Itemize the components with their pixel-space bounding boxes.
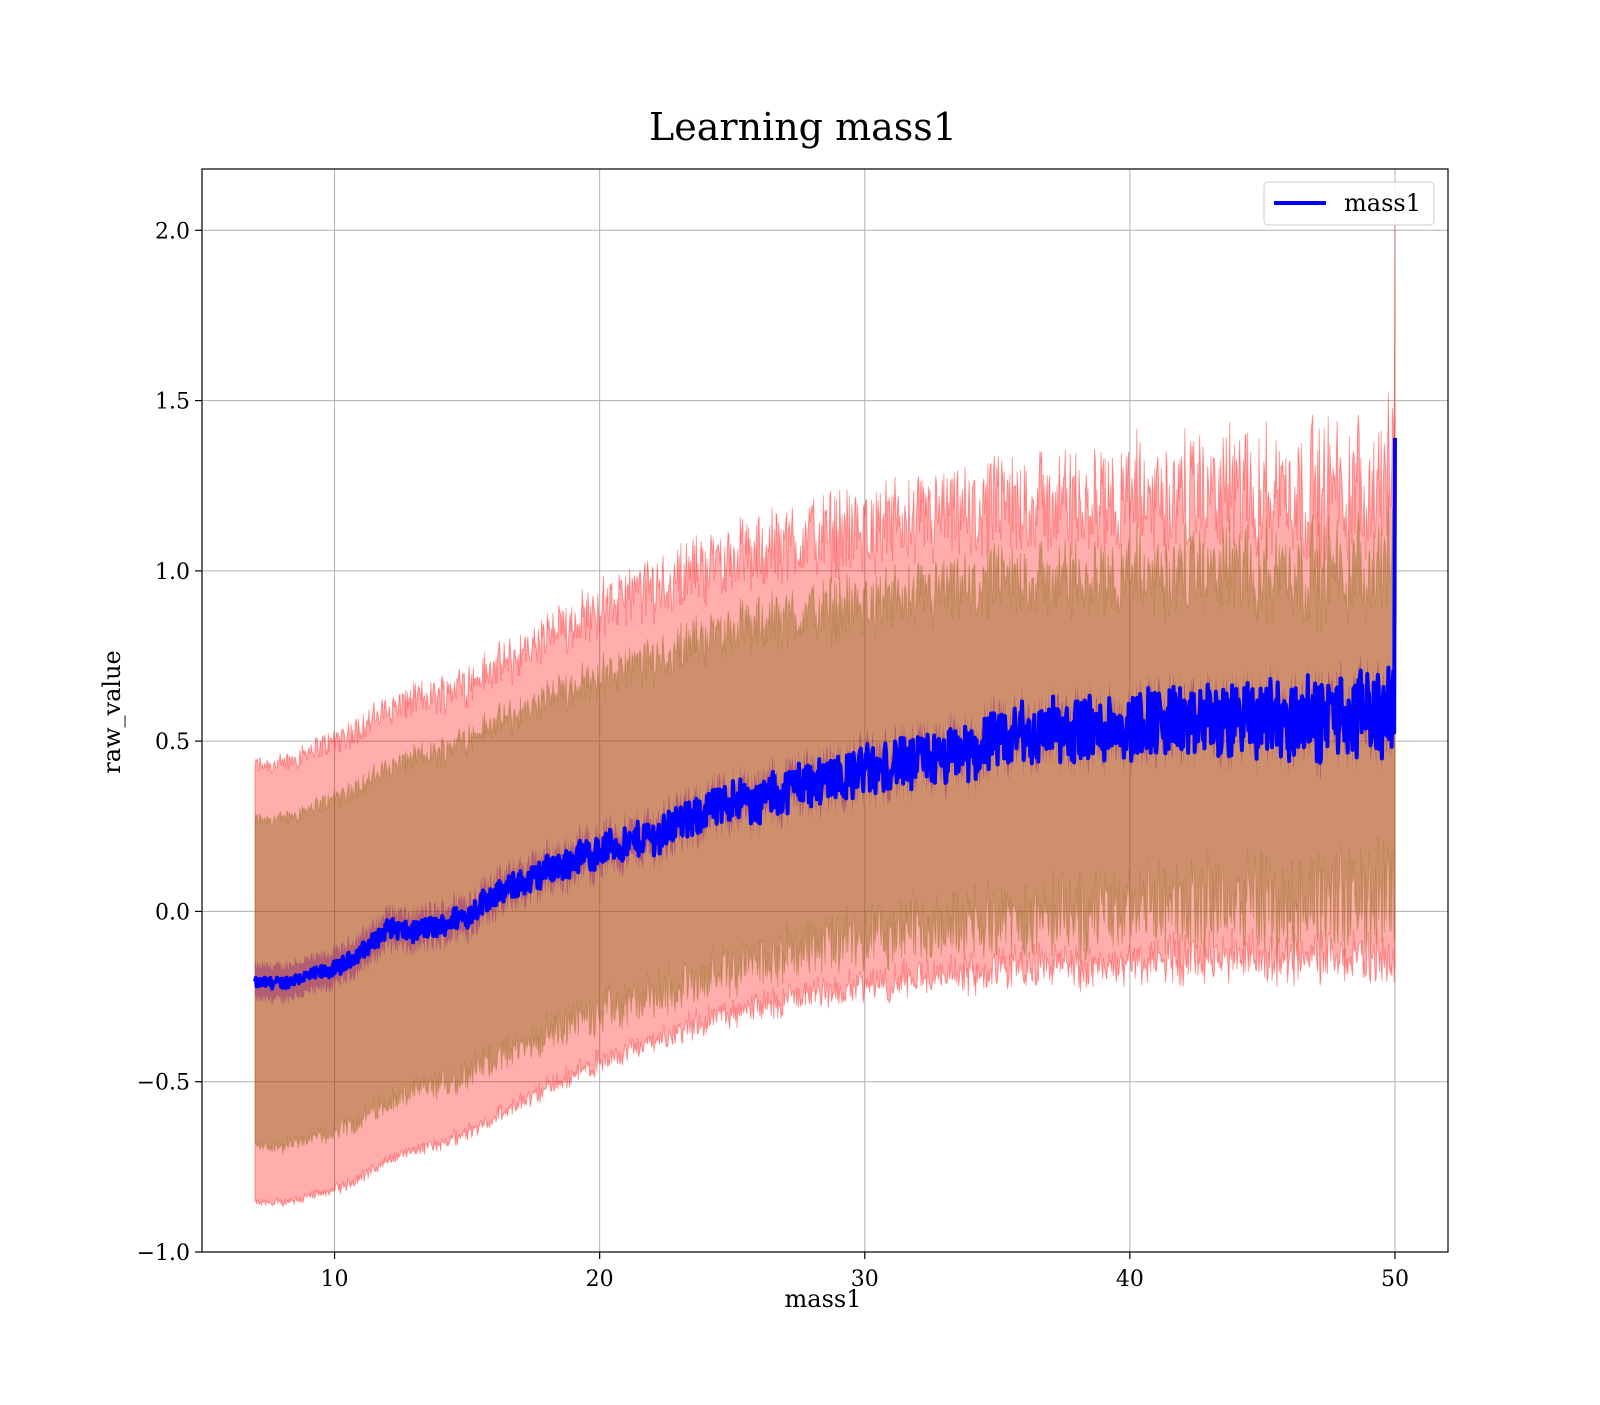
- y-tick-label: 0.5: [155, 730, 190, 755]
- legend-label: mass1: [1344, 189, 1421, 217]
- x-ticks: 10 20 30 40 50: [321, 1252, 1409, 1292]
- y-tick-label: −0.5: [137, 1071, 190, 1096]
- x-tick-label: 40: [1116, 1267, 1144, 1292]
- plot-frame: [201, 168, 1449, 1253]
- inner-uncertainty-band: [254, 417, 1396, 1155]
- y-tick-label: 1.0: [155, 560, 190, 585]
- y-tick-label: 0.0: [155, 900, 190, 925]
- y-ticks: −1.0 −0.5 0.0 0.5 1.0 1.5 2.0: [137, 219, 202, 1266]
- y-tick-label: −1.0: [137, 1241, 190, 1266]
- chart-title: Learning mass1: [649, 105, 957, 149]
- y-axis-label: raw_value: [98, 650, 126, 774]
- line-layer: [253, 438, 1397, 991]
- x-tick-label: 30: [851, 1267, 879, 1292]
- outer-uncertainty-band: [254, 223, 1396, 1208]
- x-tick-label: 50: [1381, 1267, 1409, 1292]
- y-tick-label: 1.5: [155, 390, 190, 415]
- series-line-mass1: [253, 438, 1397, 991]
- x-tick-label: 10: [321, 1267, 349, 1292]
- legend: mass1: [1263, 181, 1435, 226]
- legend-box: [1263, 181, 1435, 226]
- y-tick-label: 2.0: [155, 219, 190, 244]
- x-tick-label: 20: [586, 1267, 614, 1292]
- x-axis-label: mass1: [785, 1285, 862, 1313]
- grid-layer: [202, 169, 1448, 1253]
